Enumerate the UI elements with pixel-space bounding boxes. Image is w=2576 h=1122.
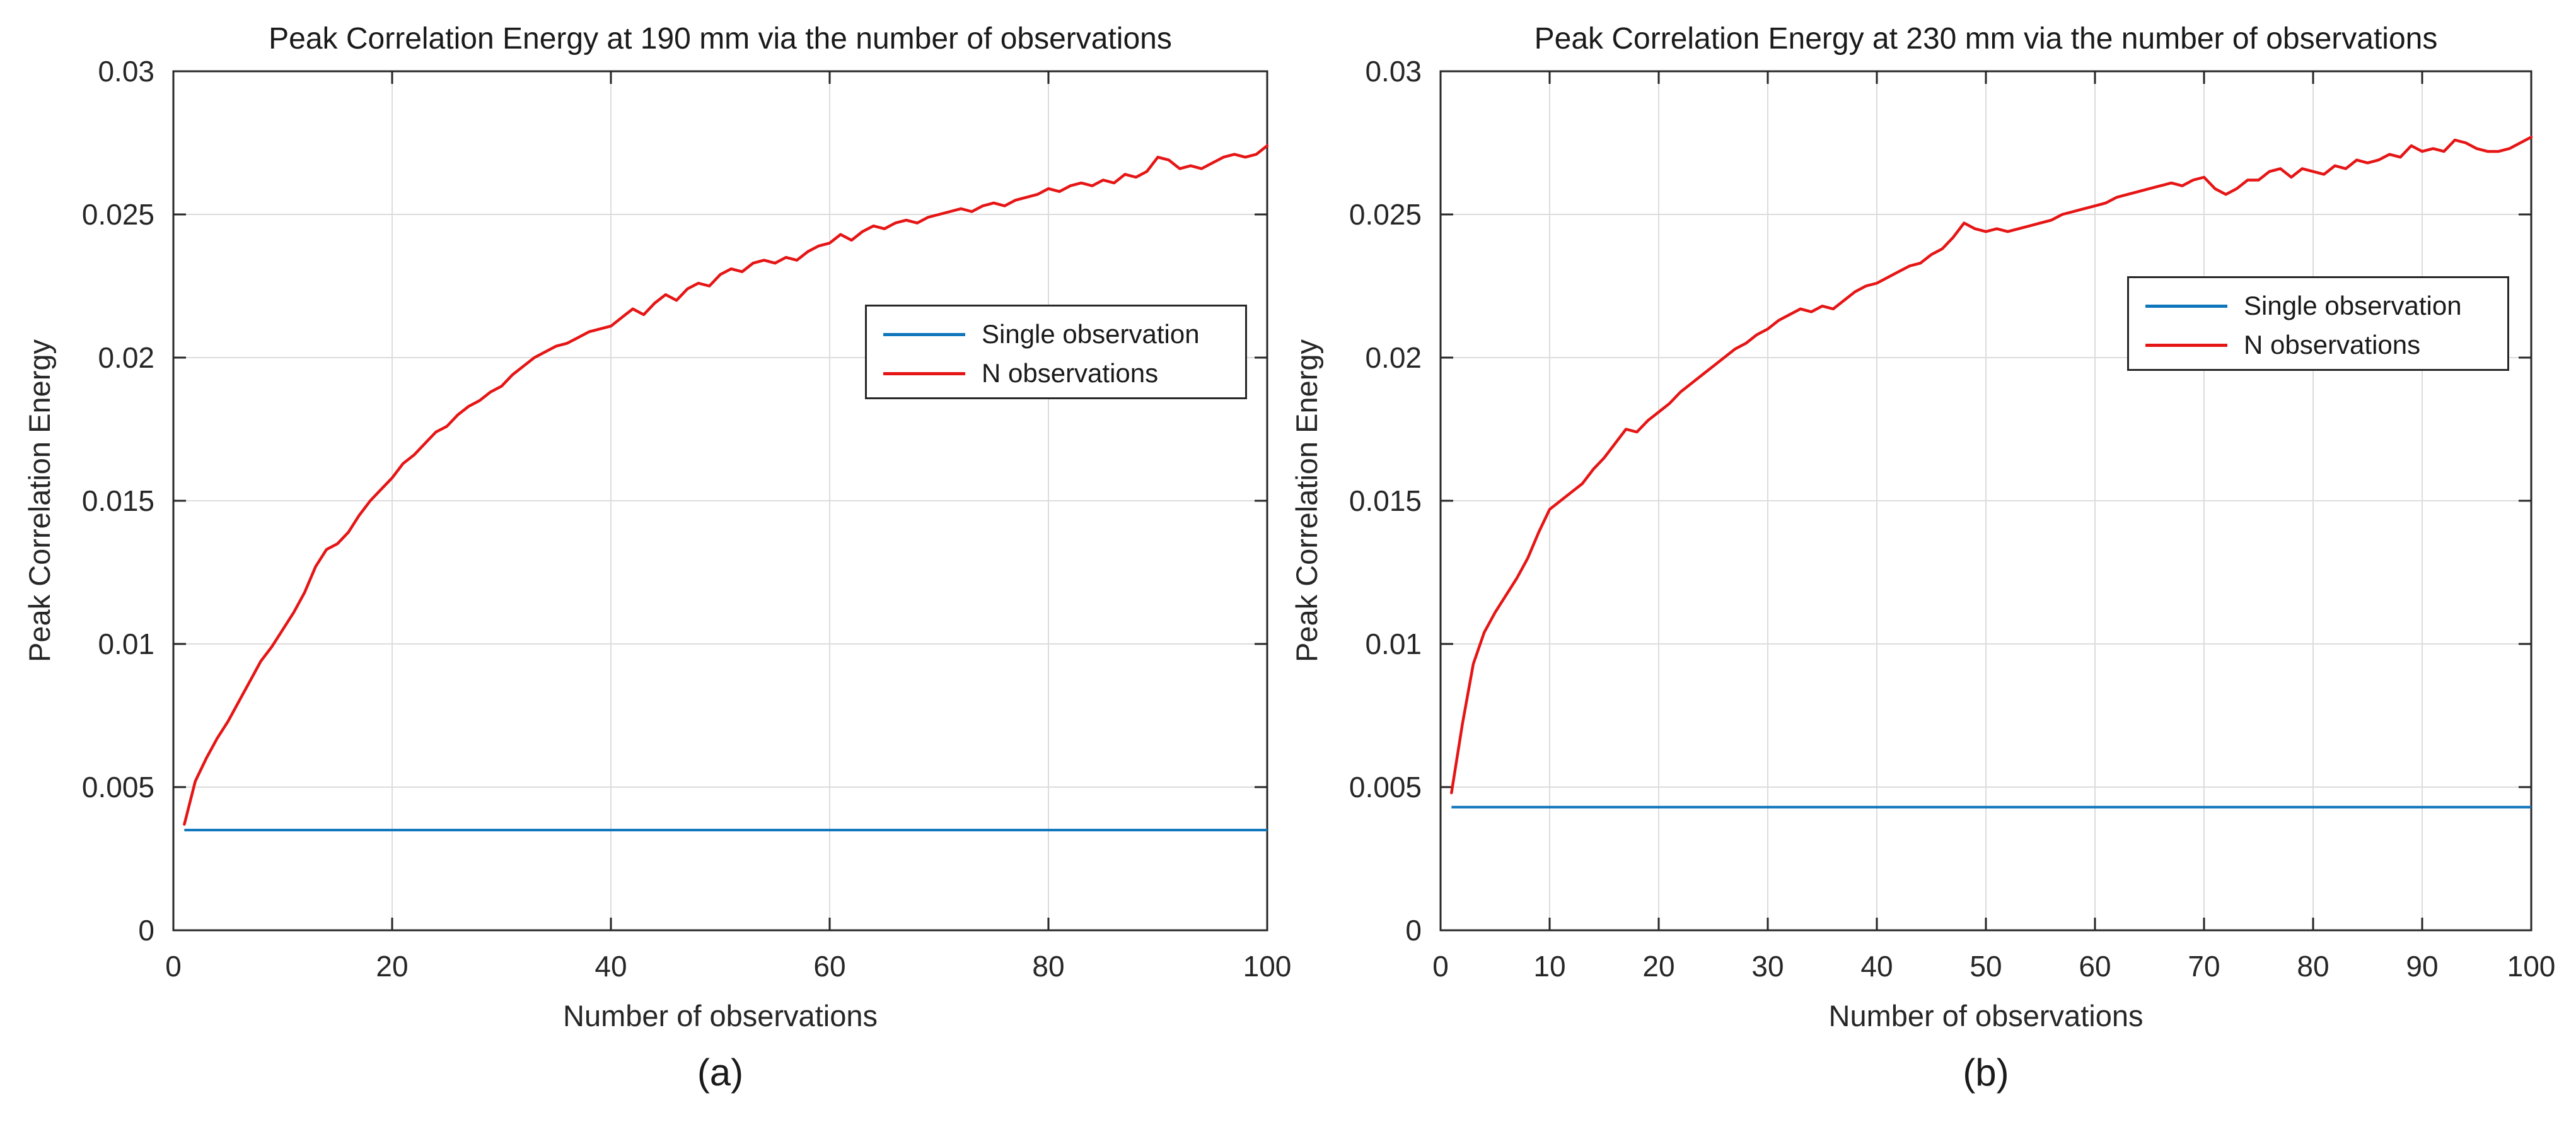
x-axis-label-b: Number of observations (1828, 999, 2144, 1032)
caption-a: (a) (697, 1051, 744, 1094)
y-tick-label: 0.005 (81, 771, 154, 804)
legend-line-single-observation-icon (2145, 304, 2227, 308)
y-tick-label: 0.03 (98, 55, 154, 88)
legend-label-single-observation: Single observation (2244, 291, 2462, 320)
x-tick-label: 70 (2188, 950, 2220, 983)
x-tick-label: 80 (2297, 950, 2329, 983)
x-tick-label: 0 (1432, 950, 1449, 983)
x-axis-label-a: Number of observations (563, 999, 878, 1032)
series-n-observations-line (1450, 136, 2533, 795)
x-tick-label: 100 (1243, 950, 1292, 983)
legend-label-n-observations: N observations (2244, 330, 2421, 359)
y-tick-label: 0 (138, 914, 154, 947)
y-tick-label: 0 (1405, 914, 1422, 947)
legend-a: Single observation N observations (865, 305, 1247, 399)
x-tick-label: 60 (813, 950, 846, 983)
x-tick-label: 90 (2406, 950, 2439, 983)
y-tick-label: 0.015 (81, 484, 154, 517)
legend-line-n-observations-icon (2145, 343, 2227, 347)
y-tick-label: 0.01 (1365, 628, 1422, 660)
y-tick-label: 0.02 (1365, 341, 1422, 374)
x-tick-label: 0 (165, 950, 182, 983)
x-tick-label: 60 (2079, 950, 2111, 983)
y-tick-label: 0.03 (1365, 55, 1422, 88)
x-tick-label: 10 (1533, 950, 1566, 983)
legend-entry-n-observations: N observations (867, 358, 1245, 389)
legend-line-single-observation-icon (883, 332, 965, 336)
y-tick-label: 0.025 (1349, 198, 1422, 231)
legend-label-n-observations: N observations (982, 358, 1159, 388)
legend-entry-single-observation: Single observation (867, 319, 1245, 349)
y-tick-label: 0.025 (81, 198, 154, 231)
y-tick-label: 0.005 (1349, 771, 1422, 804)
chart-title-a: Peak Correlation Energy at 190 mm via th… (269, 22, 1172, 56)
caption-b: (b) (1963, 1051, 2009, 1094)
legend-line-n-observations-icon (883, 371, 965, 375)
legend-b: Single observation N observations (2127, 276, 2509, 371)
series-n-observations-line (183, 144, 1269, 826)
x-tick-label: 80 (1032, 950, 1065, 983)
y-tick-label: 0.02 (98, 341, 154, 374)
x-tick-label: 100 (2507, 950, 2556, 983)
chart-title-b: Peak Correlation Energy at 230 mm via th… (1534, 22, 2438, 56)
x-tick-label: 50 (1970, 950, 2002, 983)
x-tick-label: 30 (1751, 950, 1784, 983)
y-tick-label: 0.01 (98, 628, 154, 660)
x-tick-label: 20 (376, 950, 409, 983)
y-tick-label: 0.015 (1349, 484, 1422, 517)
legend-entry-n-observations: N observations (2129, 330, 2507, 360)
x-tick-label: 40 (1860, 950, 1893, 983)
x-tick-label: 40 (595, 950, 627, 983)
x-tick-label: 20 (1642, 950, 1675, 983)
legend-entry-single-observation: Single observation (2129, 291, 2507, 321)
legend-label-single-observation: Single observation (982, 319, 1200, 349)
